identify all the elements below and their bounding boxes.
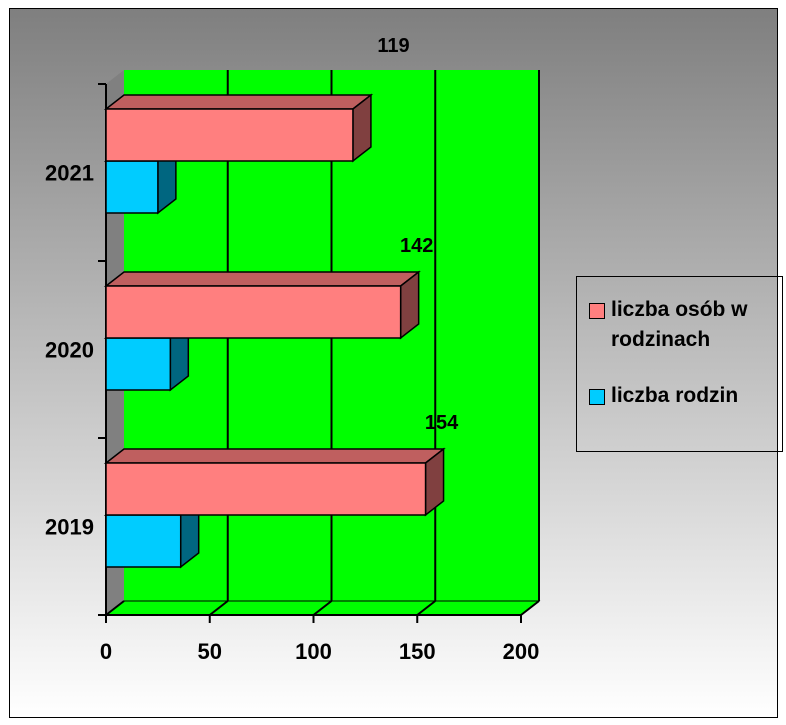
bar-persons	[105, 285, 402, 339]
legend-swatch-families	[589, 389, 605, 405]
legend-swatch-persons	[589, 303, 605, 319]
legend-item-persons: liczba osób w rodzinach	[589, 295, 779, 355]
y-tick-label: 2020	[45, 338, 94, 363]
bar-families	[105, 514, 182, 568]
y-tick-label: 2021	[45, 161, 94, 186]
data-label: 119	[377, 35, 409, 57]
legend-label-families: liczba rodzin	[611, 384, 739, 407]
data-label: 142	[400, 235, 433, 257]
floor-gridline	[416, 600, 436, 616]
bar-persons	[105, 462, 427, 516]
x-tick-label: 150	[399, 639, 436, 664]
bar-persons	[105, 108, 354, 162]
bar-top	[103, 448, 446, 464]
bar-families	[105, 337, 172, 391]
bar-families	[105, 160, 159, 214]
x-tick-label: 200	[503, 639, 540, 664]
x-tick-label: 100	[295, 639, 332, 664]
floor-gridline	[520, 600, 540, 616]
legend-label-persons: liczba osób w rodzinach	[611, 298, 748, 351]
data-label: 154	[425, 412, 459, 434]
x-tick-label: 0	[100, 639, 112, 664]
floor-gridline	[209, 600, 229, 616]
bar-top	[103, 94, 374, 110]
legend: liczba osób w rodzinach liczba rodzin	[576, 276, 783, 452]
legend-item-families: liczba rodzin	[589, 381, 738, 411]
floor-gridline	[312, 600, 333, 616]
y-tick-label: 2019	[45, 515, 94, 540]
bar-top	[103, 271, 421, 287]
x-tick-label: 50	[198, 639, 222, 664]
floor-gridline	[105, 600, 125, 616]
